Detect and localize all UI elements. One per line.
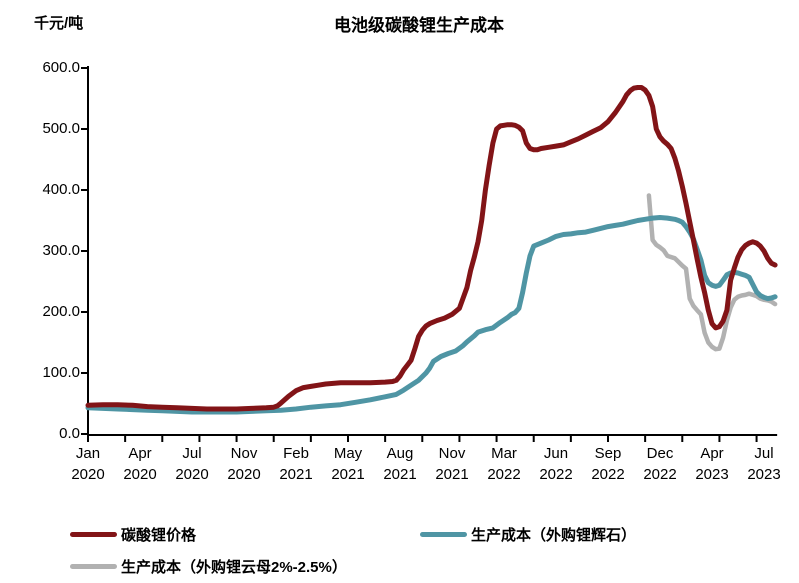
x-tick-label: Jun 2022	[539, 445, 573, 483]
x-tick-label: Jan 2020	[71, 445, 105, 483]
legend-label-price: 碳酸锂价格	[121, 527, 197, 544]
series-line-spodumene-cost	[85, 215, 778, 415]
legend-label-lepidolite-cost: 生产成本（外购锂云母2%-2.5%）	[121, 559, 347, 576]
y-tick-label: 100.0	[42, 364, 80, 381]
spodumene-series-swatch	[420, 532, 467, 537]
x-tick-label: Jul 2020	[175, 445, 209, 483]
y-tick-label: 500.0	[42, 120, 80, 137]
legend-item-spodumene-cost: 生产成本（外购锂辉石）	[420, 524, 636, 545]
lepidolite-series-swatch	[70, 564, 117, 569]
y-axis-unit-label: 千元/吨	[34, 15, 84, 32]
price-series-swatch	[70, 532, 117, 537]
x-tick-label: May 2021	[331, 445, 365, 483]
legend-label-spodumene-cost: 生产成本（外购锂辉石）	[471, 527, 637, 544]
x-tick-label: Dec 2022	[643, 445, 677, 483]
series-line-lepidolite-cost	[646, 193, 778, 352]
legend-item-price: 碳酸锂价格	[70, 524, 196, 545]
y-tick-label: 200.0	[42, 303, 80, 320]
x-tick-label: Feb 2021	[279, 445, 313, 483]
x-tick-label: Nov 2020	[227, 445, 261, 483]
x-tick-label: Apr 2020	[123, 445, 157, 483]
series-line-price	[85, 85, 778, 412]
y-tick-label: 600.0	[42, 59, 80, 76]
x-tick-label: Nov 2021	[435, 445, 469, 483]
x-tick-label: Aug 2021	[383, 445, 417, 483]
x-tick-label: Mar 2022	[487, 445, 521, 483]
y-tick-label: 300.0	[42, 242, 80, 259]
x-tick-label: Jul 2023	[747, 445, 781, 483]
x-tick-label: Apr 2023	[695, 445, 729, 483]
y-tick-label: 400.0	[42, 181, 80, 198]
x-tick-label: Sep 2022	[591, 445, 625, 483]
chart-title: 电池级碳酸锂生产成本	[334, 16, 504, 35]
legend-item-lepidolite-cost: 生产成本（外购锂云母2%-2.5%）	[70, 556, 347, 577]
y-tick-label: 0.0	[59, 425, 80, 442]
